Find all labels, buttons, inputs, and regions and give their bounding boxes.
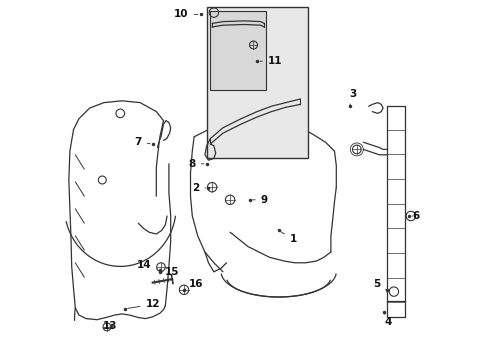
Text: 16: 16 xyxy=(183,279,203,290)
Text: 15: 15 xyxy=(160,267,180,277)
Bar xyxy=(210,11,265,90)
Text: 12: 12 xyxy=(127,299,160,309)
Bar xyxy=(206,7,307,158)
Text: 5: 5 xyxy=(372,279,386,290)
Text: 4: 4 xyxy=(384,312,391,327)
Text: 11: 11 xyxy=(259,56,282,66)
Text: 14: 14 xyxy=(137,260,157,270)
Text: 1: 1 xyxy=(281,232,296,244)
Text: 6: 6 xyxy=(411,211,418,221)
Text: 9: 9 xyxy=(252,195,267,205)
Text: 13: 13 xyxy=(103,321,118,331)
Text: 8: 8 xyxy=(188,159,203,169)
Text: 2: 2 xyxy=(192,183,205,193)
Text: 3: 3 xyxy=(349,89,356,106)
Text: 10: 10 xyxy=(174,9,198,19)
Text: 7: 7 xyxy=(134,137,150,147)
